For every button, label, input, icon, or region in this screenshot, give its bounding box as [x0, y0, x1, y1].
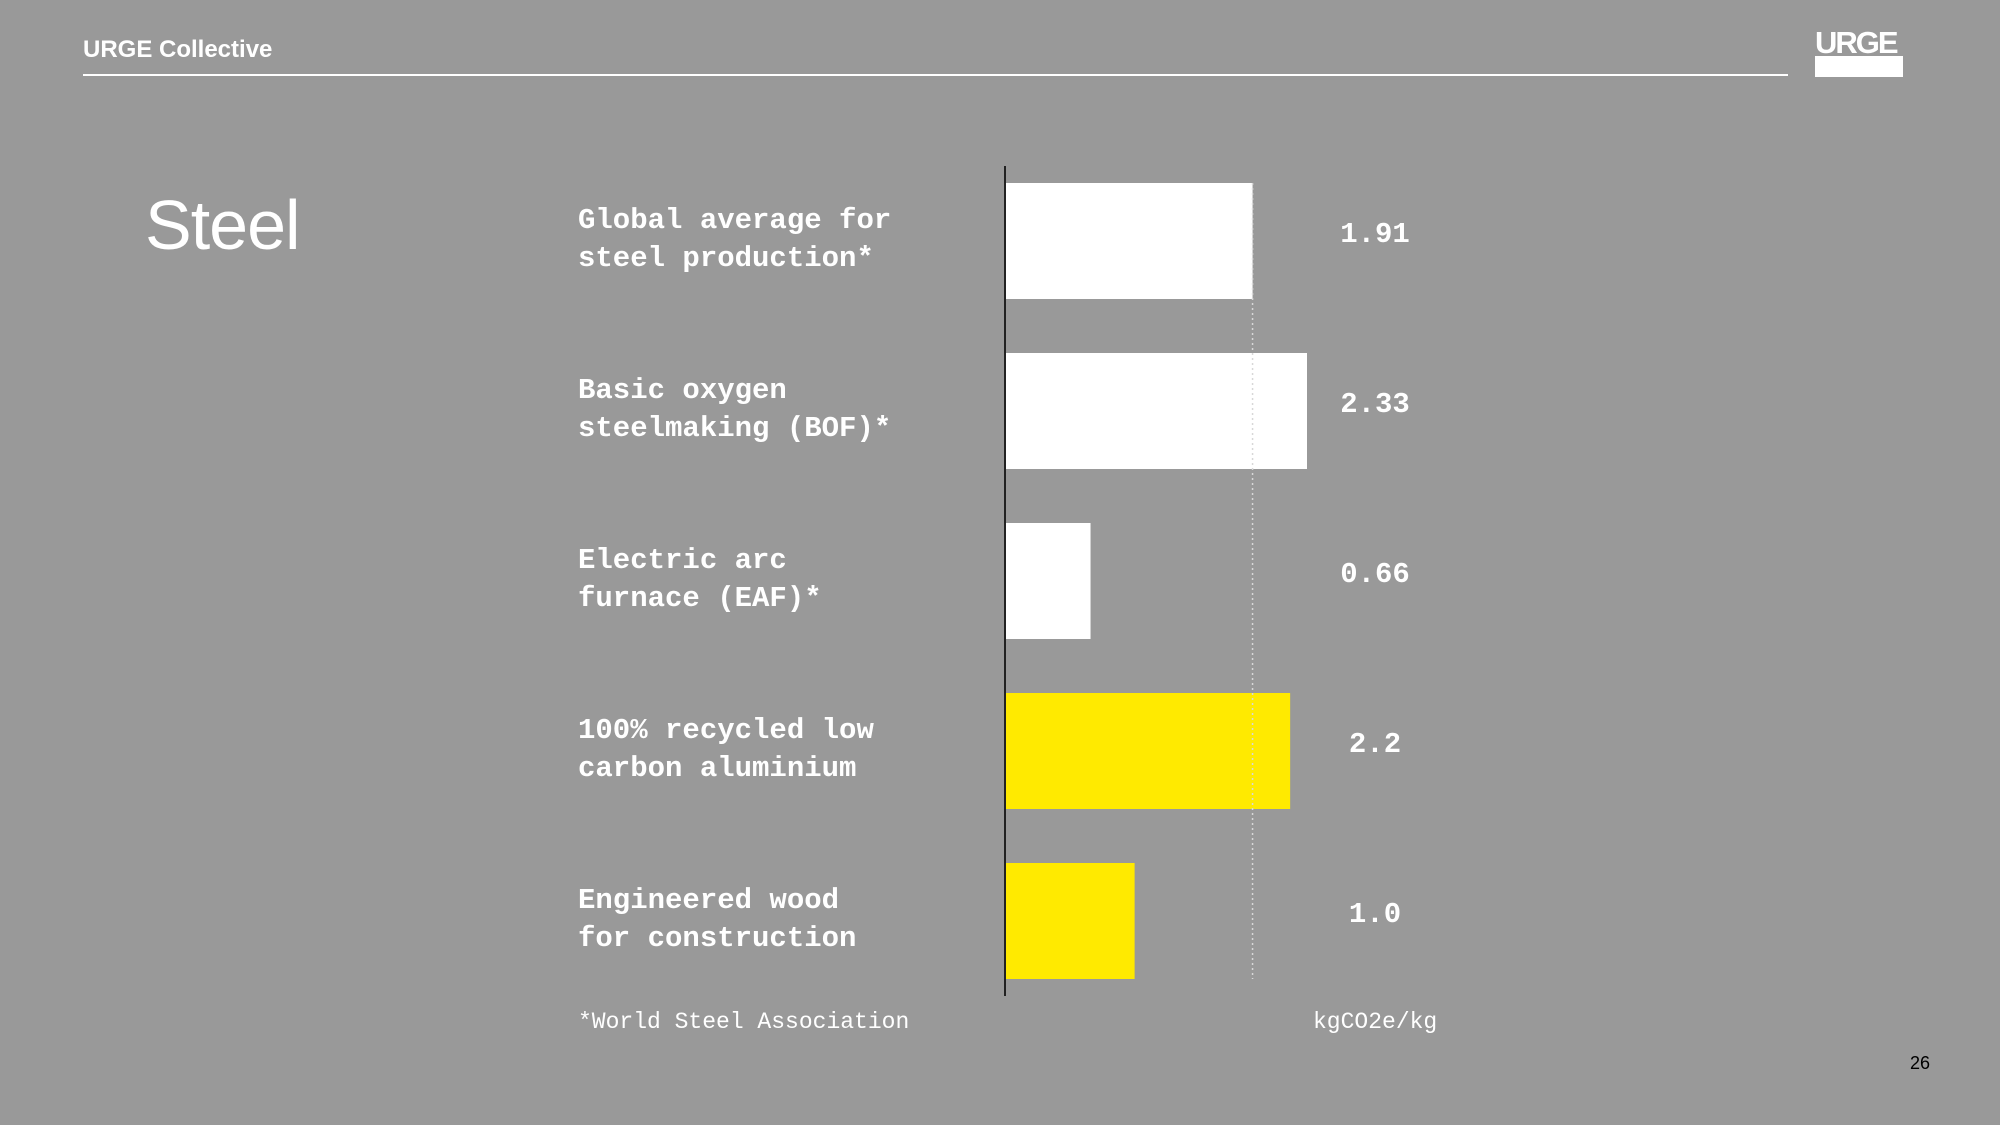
bar-5	[1005, 863, 1135, 979]
category-label: Basic oxygen steelmaking (BOF)*	[578, 374, 892, 445]
bar-2	[1005, 353, 1307, 469]
page-number: 26	[1909, 1053, 1930, 1073]
category-label: Global average for steel production*	[578, 204, 892, 275]
urge-logo: URGE	[1815, 25, 1903, 78]
source-footnote: *World Steel Association	[578, 1009, 910, 1035]
slide-title: Steel	[145, 186, 301, 264]
value-label: 2.33	[1340, 388, 1410, 421]
brand-name: URGE Collective	[83, 36, 273, 63]
value-label: 0.66	[1340, 558, 1410, 591]
header-divider	[83, 74, 1788, 76]
category-label: Engineered wood for construction	[578, 884, 857, 955]
logo-block	[1815, 56, 1903, 77]
logo-text: URGE	[1815, 25, 1899, 60]
value-label: 1.0	[1348, 898, 1402, 931]
bar-3	[1005, 523, 1091, 639]
bar-4	[1005, 693, 1291, 809]
bar-1	[1005, 183, 1253, 299]
category-label: Electric arc furnace (EAF)*	[578, 544, 822, 615]
value-label: 1.91	[1340, 218, 1410, 251]
unit-label: kgCO2e/kg	[1313, 1009, 1438, 1035]
category-label: 100% recycled low carbon aluminium	[578, 714, 874, 785]
value-label: 2.2	[1348, 728, 1402, 761]
